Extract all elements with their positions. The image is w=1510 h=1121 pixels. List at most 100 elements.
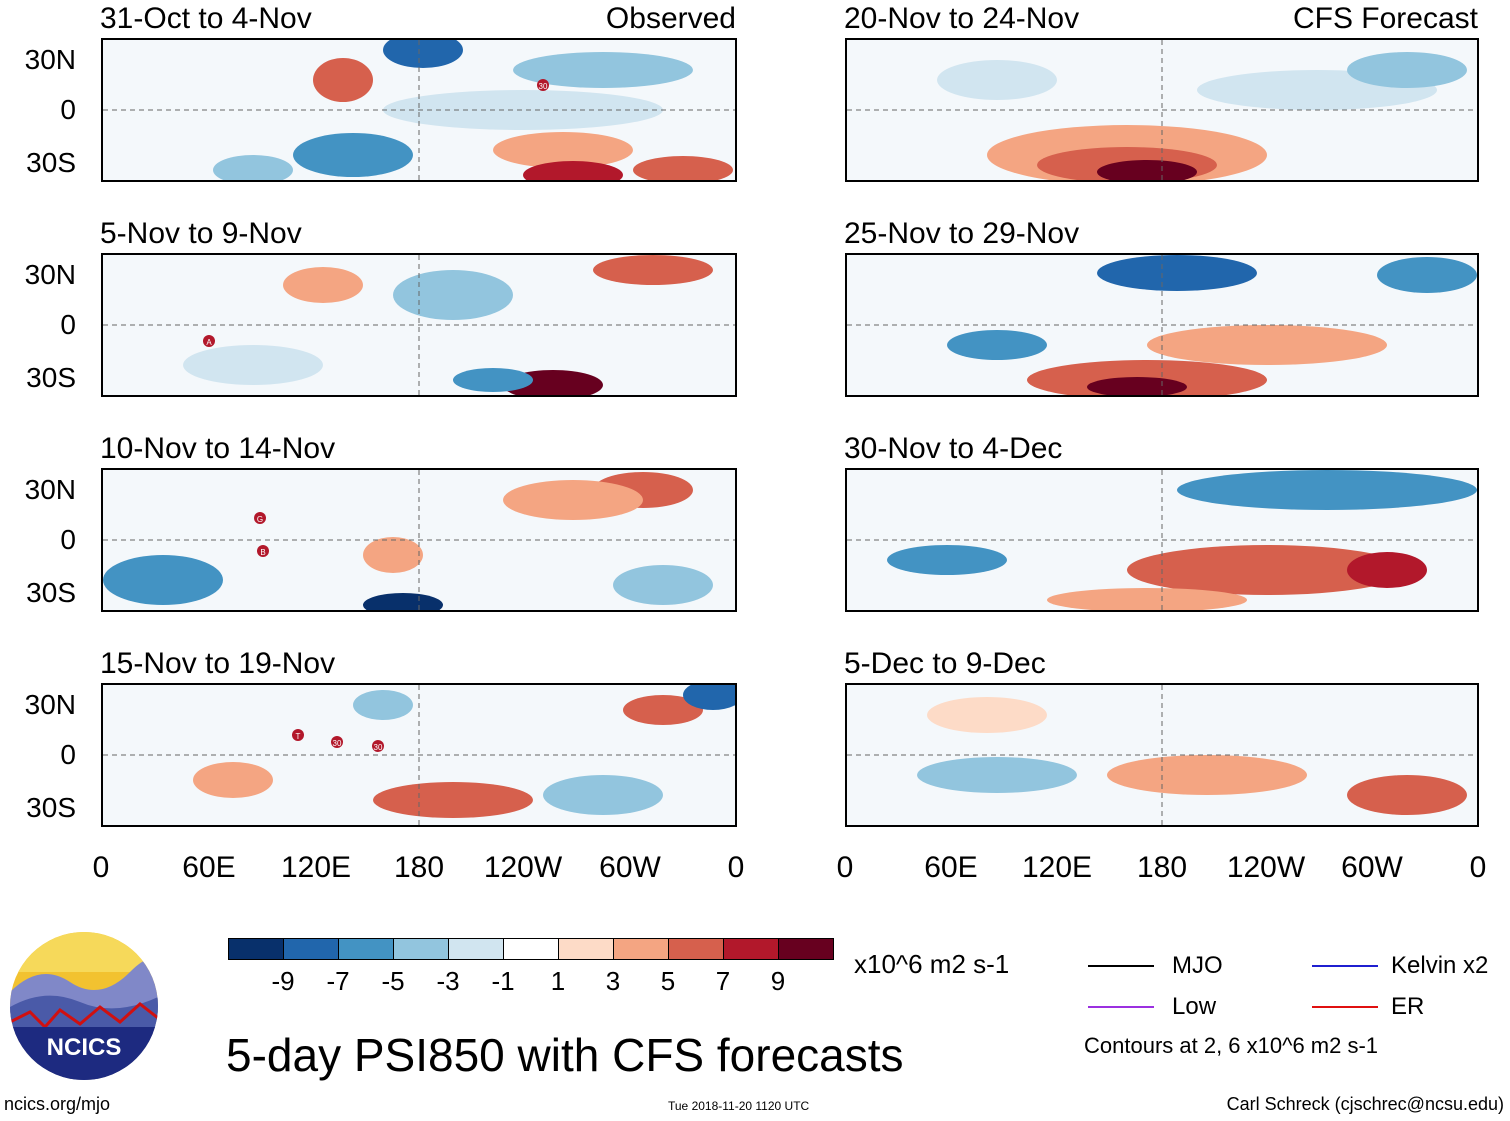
map-field — [847, 40, 1477, 180]
colorbar-label: -3 — [436, 966, 460, 996]
storm-marker-icon — [203, 335, 215, 347]
colorbar-label: -9 — [271, 966, 295, 996]
footer-url[interactable]: ncics.org/mjo — [4, 1094, 111, 1114]
lon-label: 60W — [599, 851, 661, 884]
lat-label-30n: 30N — [24, 259, 76, 290]
storm-label-30: 30 — [539, 82, 548, 91]
colorbar — [228, 938, 834, 960]
forecast-header: CFS Forecast — [1292, 2, 1478, 35]
legend-label-low: Low — [1172, 993, 1217, 1020]
storm-marker-icon — [257, 545, 269, 557]
map-field: G B — [103, 470, 735, 610]
storm-marker-icon — [254, 512, 266, 524]
panel-title-l0: 31-Oct to 4-Nov — [100, 2, 312, 35]
colorbar-swatch — [283, 938, 339, 960]
lat-label-30n: 30N — [24, 689, 76, 720]
colorbar-swatch — [668, 938, 724, 960]
panel-title-r0: 20-Nov to 24-Nov — [844, 2, 1080, 35]
observed-header: Observed — [605, 2, 736, 35]
map-field — [847, 255, 1477, 395]
panel-title-l3: 15-Nov to 19-Nov — [100, 647, 336, 680]
legend-label-mjo: MJO — [1172, 952, 1223, 979]
lon-label: 180 — [393, 851, 445, 884]
colorbar-label: -1 — [491, 966, 515, 996]
colorbar-label: 9 — [770, 966, 786, 996]
storm-marker-icon — [292, 729, 304, 741]
lat-label-30s: 30S — [26, 792, 76, 823]
colorbar-label: 3 — [605, 966, 621, 996]
storm-marker-icon — [537, 79, 549, 91]
lon-label: 60E — [924, 851, 978, 884]
ncics-logo-icon: NCICS — [10, 932, 158, 1080]
legend-line-low — [1088, 1006, 1154, 1008]
storm-marker-icon — [372, 740, 384, 752]
lon-label: 60E — [182, 851, 236, 884]
lon-label: 120E — [280, 851, 352, 884]
storm-label-30: 30 — [333, 739, 342, 748]
colorbar-units: x10^6 m2 s-1 — [854, 949, 1010, 979]
colorbar-swatch — [778, 938, 834, 960]
colorbar-swatch — [448, 938, 504, 960]
colorbar-swatch — [228, 938, 284, 960]
panel-title-r1: 25-Nov to 29-Nov — [844, 217, 1080, 250]
colorbar-label: 1 — [550, 966, 566, 996]
colorbar-label: 7 — [715, 966, 731, 996]
map-panel-observed-2: A — [101, 253, 737, 397]
lon-label: 120E — [1021, 851, 1093, 884]
footer-timestamp: Tue 2018-11-20 1120 UTC — [668, 1099, 810, 1113]
logo-text: NCICS — [47, 1034, 122, 1061]
map-panel-forecast-2 — [845, 253, 1479, 397]
storm-label-b: B — [260, 548, 265, 557]
colorbar-label: -5 — [381, 966, 405, 996]
colorbar-label: 5 — [660, 966, 676, 996]
map-field: A — [103, 255, 735, 395]
lon-label: 60W — [1341, 851, 1403, 884]
lat-label-eq: 0 — [60, 94, 76, 125]
map-field: 30 — [103, 40, 735, 180]
legend-label-er: ER — [1391, 993, 1425, 1020]
lat-label-eq: 0 — [60, 739, 76, 770]
map-panel-forecast-4 — [845, 683, 1479, 827]
colorbar-swatch — [558, 938, 614, 960]
storm-label-t: T — [296, 732, 301, 741]
lon-label: 120W — [1226, 851, 1306, 884]
colorbar-swatch — [503, 938, 559, 960]
lon-label: 120W — [483, 851, 563, 884]
ncics-logo: NCICS — [10, 932, 158, 1080]
storm-label-a: A — [206, 338, 212, 347]
lat-label-eq: 0 — [60, 524, 76, 555]
lon-label: 0 — [836, 851, 854, 884]
colorbar-swatch — [338, 938, 394, 960]
legend-line-kelvin — [1312, 965, 1378, 967]
map-panel-forecast-1 — [845, 38, 1479, 182]
footer-author: Carl Schreck (cjschrec@ncsu.edu) — [1226, 1094, 1504, 1114]
lat-label-eq: 0 — [60, 309, 76, 340]
legend-line-er — [1312, 1006, 1378, 1008]
map-field: T 30 30 — [103, 685, 735, 825]
lat-label-30s: 30S — [26, 362, 76, 393]
storm-label-30: 30 — [374, 743, 383, 752]
storm-marker-icon — [331, 736, 343, 748]
map-panel-observed-4: T 30 30 — [101, 683, 737, 827]
lon-label: 0 — [92, 851, 110, 884]
colorbar-swatch — [393, 938, 449, 960]
map-field — [847, 685, 1477, 825]
lat-label-30s: 30S — [26, 147, 76, 178]
map-field — [847, 470, 1477, 610]
map-panel-observed-3: G B — [101, 468, 737, 612]
panel-title-r2: 30-Nov to 4-Dec — [844, 432, 1063, 465]
legend-label-kelvin: Kelvin x2 — [1391, 952, 1489, 979]
map-panel-observed-1: 30 — [101, 38, 737, 182]
colorbar-swatch — [723, 938, 779, 960]
lat-label-30s: 30S — [26, 577, 76, 608]
panel-title-l2: 10-Nov to 14-Nov — [100, 432, 336, 465]
lon-label: 0 — [727, 851, 745, 884]
contour-note: Contours at 2, 6 x10^6 m2 s-1 — [1084, 1033, 1379, 1058]
storm-label-g: G — [257, 515, 263, 524]
map-panel-forecast-3 — [845, 468, 1479, 612]
lon-label: 180 — [1136, 851, 1188, 884]
lat-label-30n: 30N — [24, 474, 76, 505]
colorbar-label: -7 — [326, 966, 350, 996]
main-title: 5-day PSI850 with CFS forecasts — [226, 1029, 904, 1081]
lat-label-30n: 30N — [24, 44, 76, 75]
